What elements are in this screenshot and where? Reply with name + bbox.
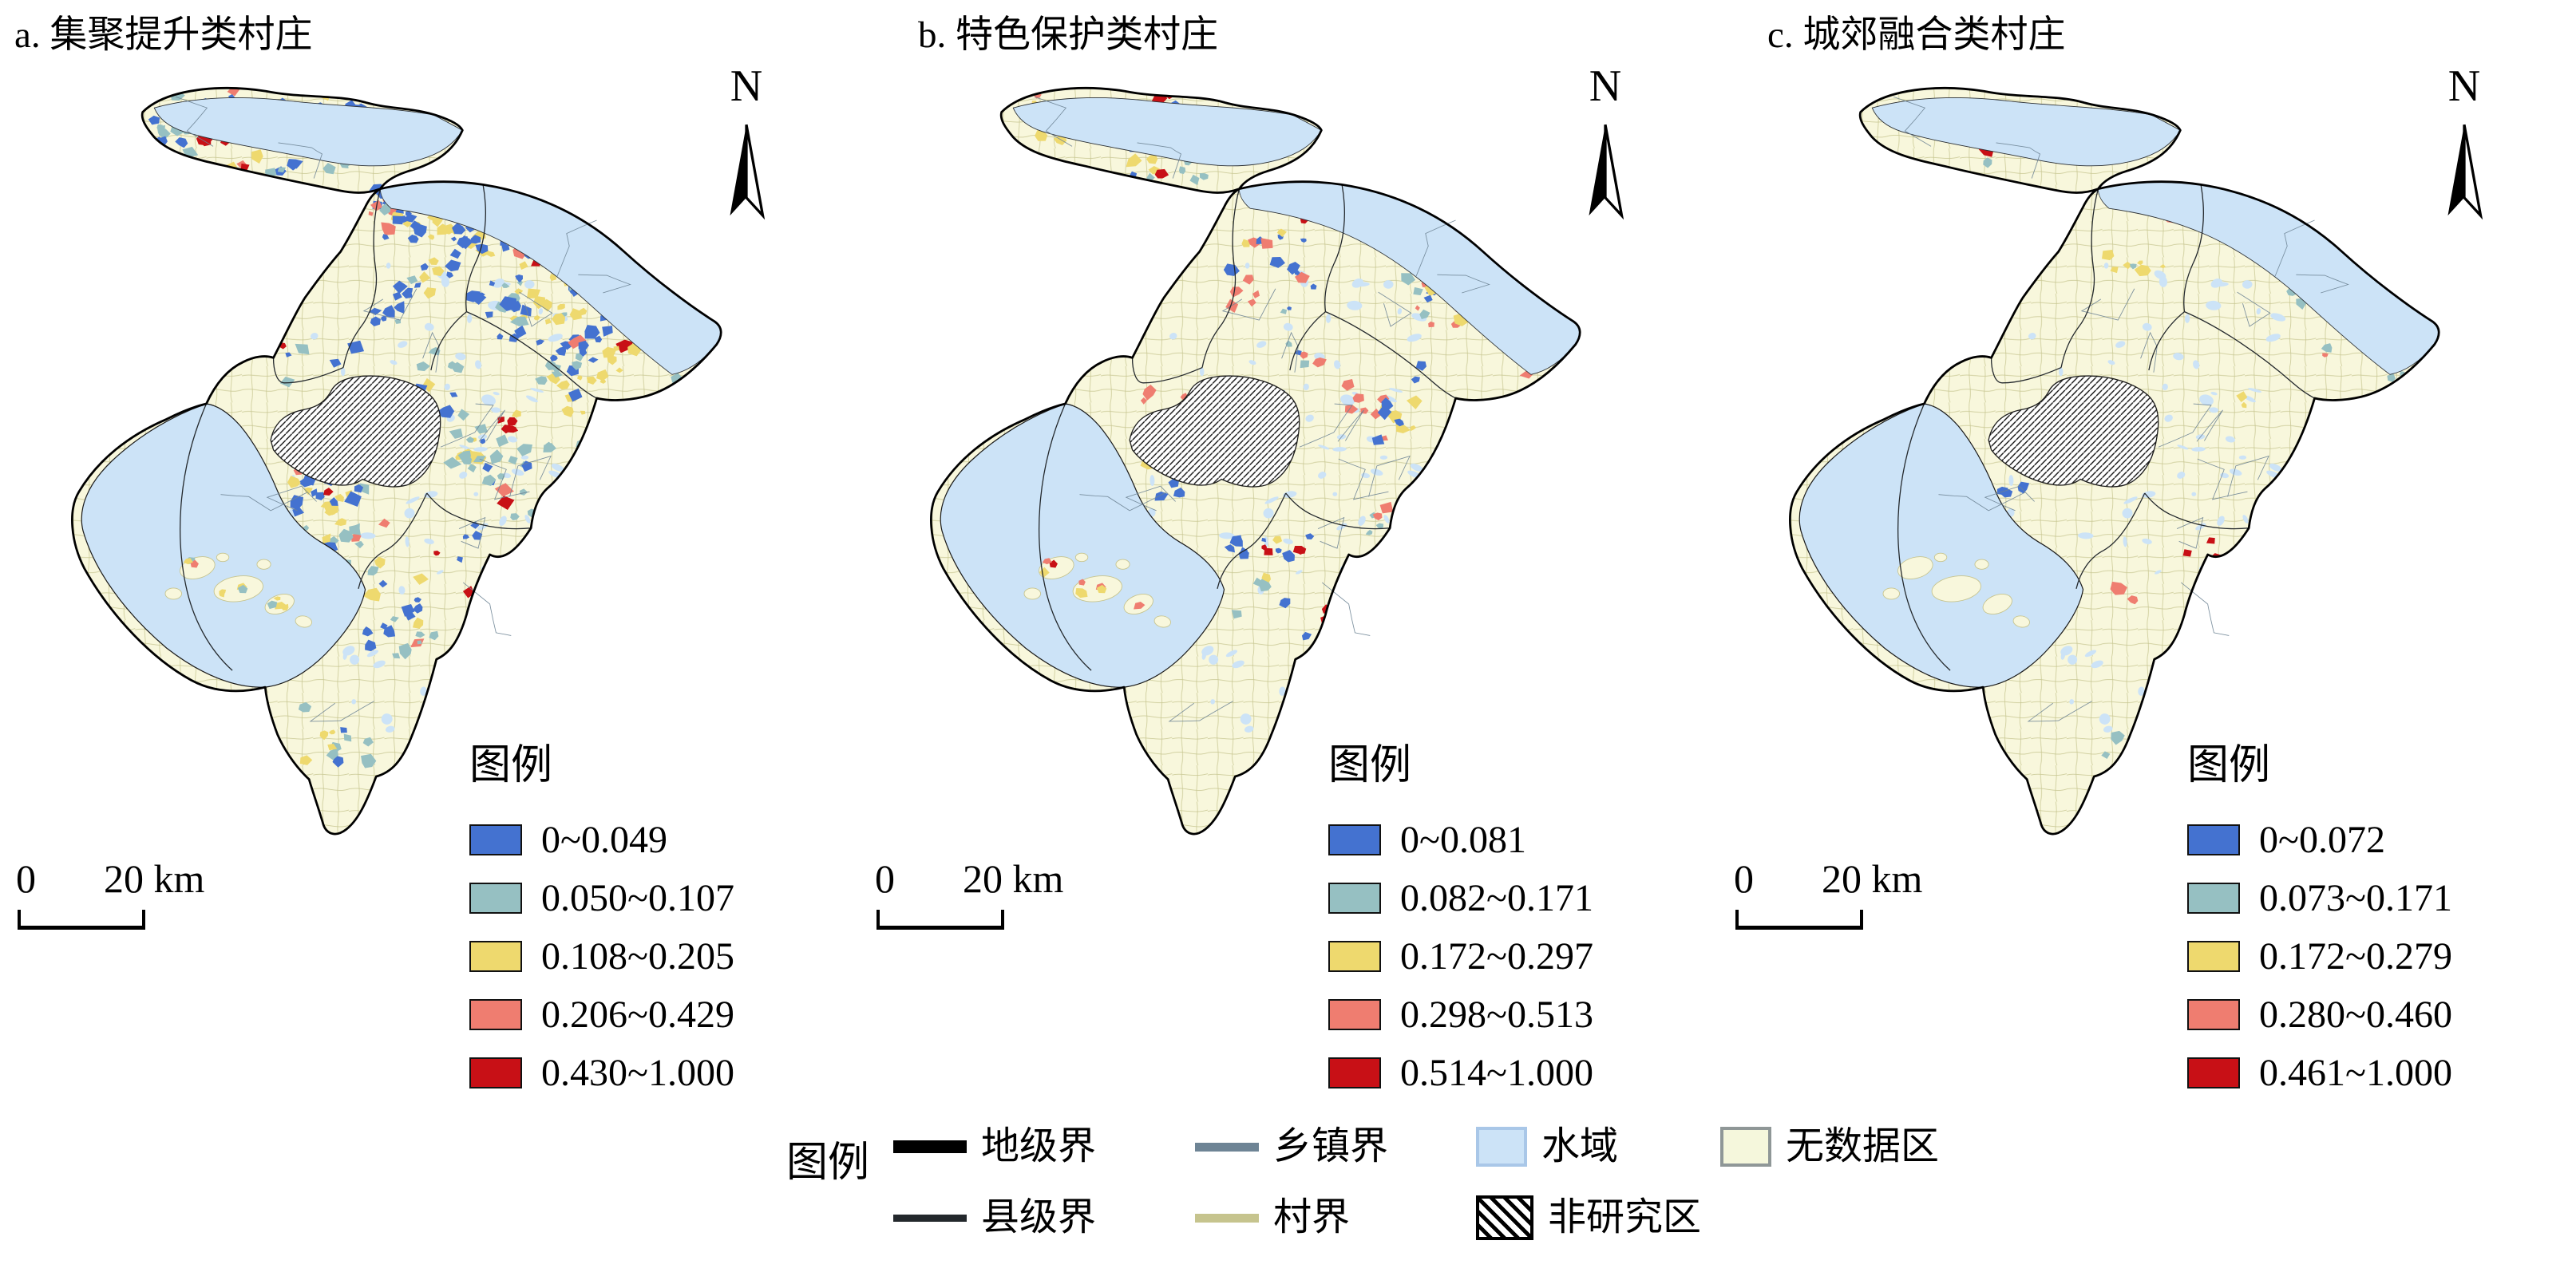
scale-bar-bracket [1735, 910, 1863, 930]
legend-item: 0.430~1.000 [469, 1044, 853, 1102]
scale-bar: 0 20 km [1727, 859, 2003, 930]
town-boundary-line-swatch [1195, 1142, 1260, 1152]
city-boundary-line-swatch [893, 1140, 967, 1153]
choropleth-map-a [71, 87, 722, 836]
scale-distance: 20 km [1822, 856, 1923, 901]
legend-item: 0~0.072 [2187, 811, 2570, 869]
legend-item: 0~0.049 [469, 811, 853, 869]
legend-title: 图例 [469, 743, 553, 788]
class-swatch [469, 824, 522, 855]
class-range: 0.206~0.429 [541, 993, 734, 1036]
panel-legend-b: 图例 0~0.081 0.082~0.171 0.172~0.297 0.298… [1328, 745, 1711, 1102]
class-range: 0.073~0.171 [2259, 876, 2452, 919]
scale-zero: 0 [16, 856, 36, 901]
legend-item-county-boundary: 县级界 [893, 1199, 1195, 1237]
legend-item: 0.172~0.297 [1328, 927, 1711, 986]
class-range: 0.514~1.000 [1400, 1051, 1593, 1094]
class-range: 0~0.072 [2259, 818, 2385, 861]
legend-item: 0~0.081 [1328, 811, 1711, 869]
legend-item: 0.461~1.000 [2187, 1044, 2570, 1102]
panel-b: b. 特色保护类村庄 N 0 20 km 图例 0~0.081 0.082~0.… [859, 0, 1718, 1113]
water-swatch [1476, 1127, 1528, 1167]
no-data-swatch [1720, 1127, 1772, 1167]
class-range: 0.298~0.513 [1400, 993, 1593, 1036]
panel-title-a: a. 集聚提升类村庄 [14, 14, 313, 56]
scale-distance: 20 km [104, 856, 205, 901]
north-label: N [2447, 61, 2481, 111]
legend-item-no-data: 无数据区 [1720, 1127, 1939, 1167]
panel-a: a. 集聚提升类村庄 N 0 20 km 图例 0~0.049 0.050~0.… [0, 0, 859, 1113]
legend-title: 图例 [2187, 743, 2271, 788]
legend-item: 0.280~0.460 [2187, 986, 2570, 1044]
legend-title: 图例 [1328, 743, 1412, 788]
legend-item-non-study-area: 非研究区 [1476, 1195, 1720, 1240]
scale-bar: 0 20 km [869, 859, 1144, 930]
choropleth-map-c [1789, 87, 2440, 836]
scale-distance: 20 km [963, 856, 1064, 901]
legend-item: 0.073~0.171 [2187, 869, 2570, 927]
north-arrow: N [1572, 64, 1639, 231]
panel-title-c: c. 城郊融合类村庄 [1767, 14, 2066, 56]
north-arrow-icon [1589, 124, 1624, 220]
scale-bar: 0 20 km [10, 859, 285, 930]
north-arrow: N [713, 64, 780, 231]
legend-item: 0.082~0.171 [1328, 869, 1711, 927]
class-range: 0.430~1.000 [541, 1051, 734, 1094]
north-arrow: N [2431, 64, 2498, 231]
scale-zero: 0 [875, 856, 895, 901]
class-range: 0~0.081 [1400, 818, 1526, 861]
legend-item: 0.298~0.513 [1328, 986, 1711, 1044]
legend-item: 0.514~1.000 [1328, 1044, 1711, 1102]
class-swatch [1328, 824, 1381, 855]
panel-title-b: b. 特色保护类村庄 [918, 14, 1218, 56]
bottom-legend: 图例 地级界 乡镇界 水域 无数据区 县级界 村界 非研究区 [786, 1127, 1939, 1240]
village-boundary-line-swatch [1195, 1213, 1260, 1223]
class-range: 0~0.049 [541, 818, 667, 861]
north-label: N [730, 61, 763, 111]
class-swatch [2187, 824, 2240, 855]
class-swatch [469, 1057, 522, 1088]
county-boundary-line-swatch [893, 1214, 967, 1222]
class-range: 0.108~0.205 [541, 934, 734, 978]
class-swatch [1328, 941, 1381, 972]
class-range: 0.082~0.171 [1400, 876, 1593, 919]
scale-bar-bracket [18, 910, 145, 930]
class-swatch [2187, 941, 2240, 972]
legend-item: 0.172~0.279 [2187, 927, 2570, 986]
class-swatch [2187, 1057, 2240, 1088]
class-range: 0.172~0.297 [1400, 934, 1593, 978]
legend-item-city-boundary: 地级界 [893, 1128, 1195, 1166]
legend-item: 0.206~0.429 [469, 986, 853, 1044]
scale-bar-bracket [876, 910, 1004, 930]
class-swatch [2187, 999, 2240, 1030]
north-arrow-icon [730, 124, 766, 220]
class-swatch [1328, 883, 1381, 914]
north-arrow-icon [2447, 124, 2483, 220]
scale-zero: 0 [1734, 856, 1754, 901]
class-range: 0.280~0.460 [2259, 993, 2452, 1036]
class-swatch [2187, 883, 2240, 914]
legend-item: 0.050~0.107 [469, 869, 853, 927]
choropleth-map-b [930, 87, 1581, 836]
class-swatch [469, 883, 522, 914]
legend-item-town-boundary: 乡镇界 [1195, 1128, 1476, 1166]
class-swatch [1328, 1057, 1381, 1088]
non-study-area-swatch [1476, 1195, 1534, 1240]
class-range: 0.050~0.107 [541, 876, 734, 919]
legend-item-village-boundary: 村界 [1195, 1199, 1476, 1237]
class-swatch [469, 941, 522, 972]
class-range: 0.172~0.279 [2259, 934, 2452, 978]
panel-legend-a: 图例 0~0.049 0.050~0.107 0.108~0.205 0.206… [469, 745, 853, 1102]
panel-legend-c: 图例 0~0.072 0.073~0.171 0.172~0.279 0.280… [2187, 745, 2570, 1102]
class-range: 0.461~1.000 [2259, 1051, 2452, 1094]
class-swatch [469, 999, 522, 1030]
panel-c: c. 城郊融合类村庄 N 0 20 km 图例 0~0.072 0.073~0.… [1718, 0, 2576, 1113]
north-label: N [1589, 61, 1622, 111]
class-swatch [1328, 999, 1381, 1030]
bottom-legend-title: 图例 [786, 1140, 870, 1186]
legend-item: 0.108~0.205 [469, 927, 853, 986]
legend-item-water: 水域 [1476, 1127, 1720, 1167]
